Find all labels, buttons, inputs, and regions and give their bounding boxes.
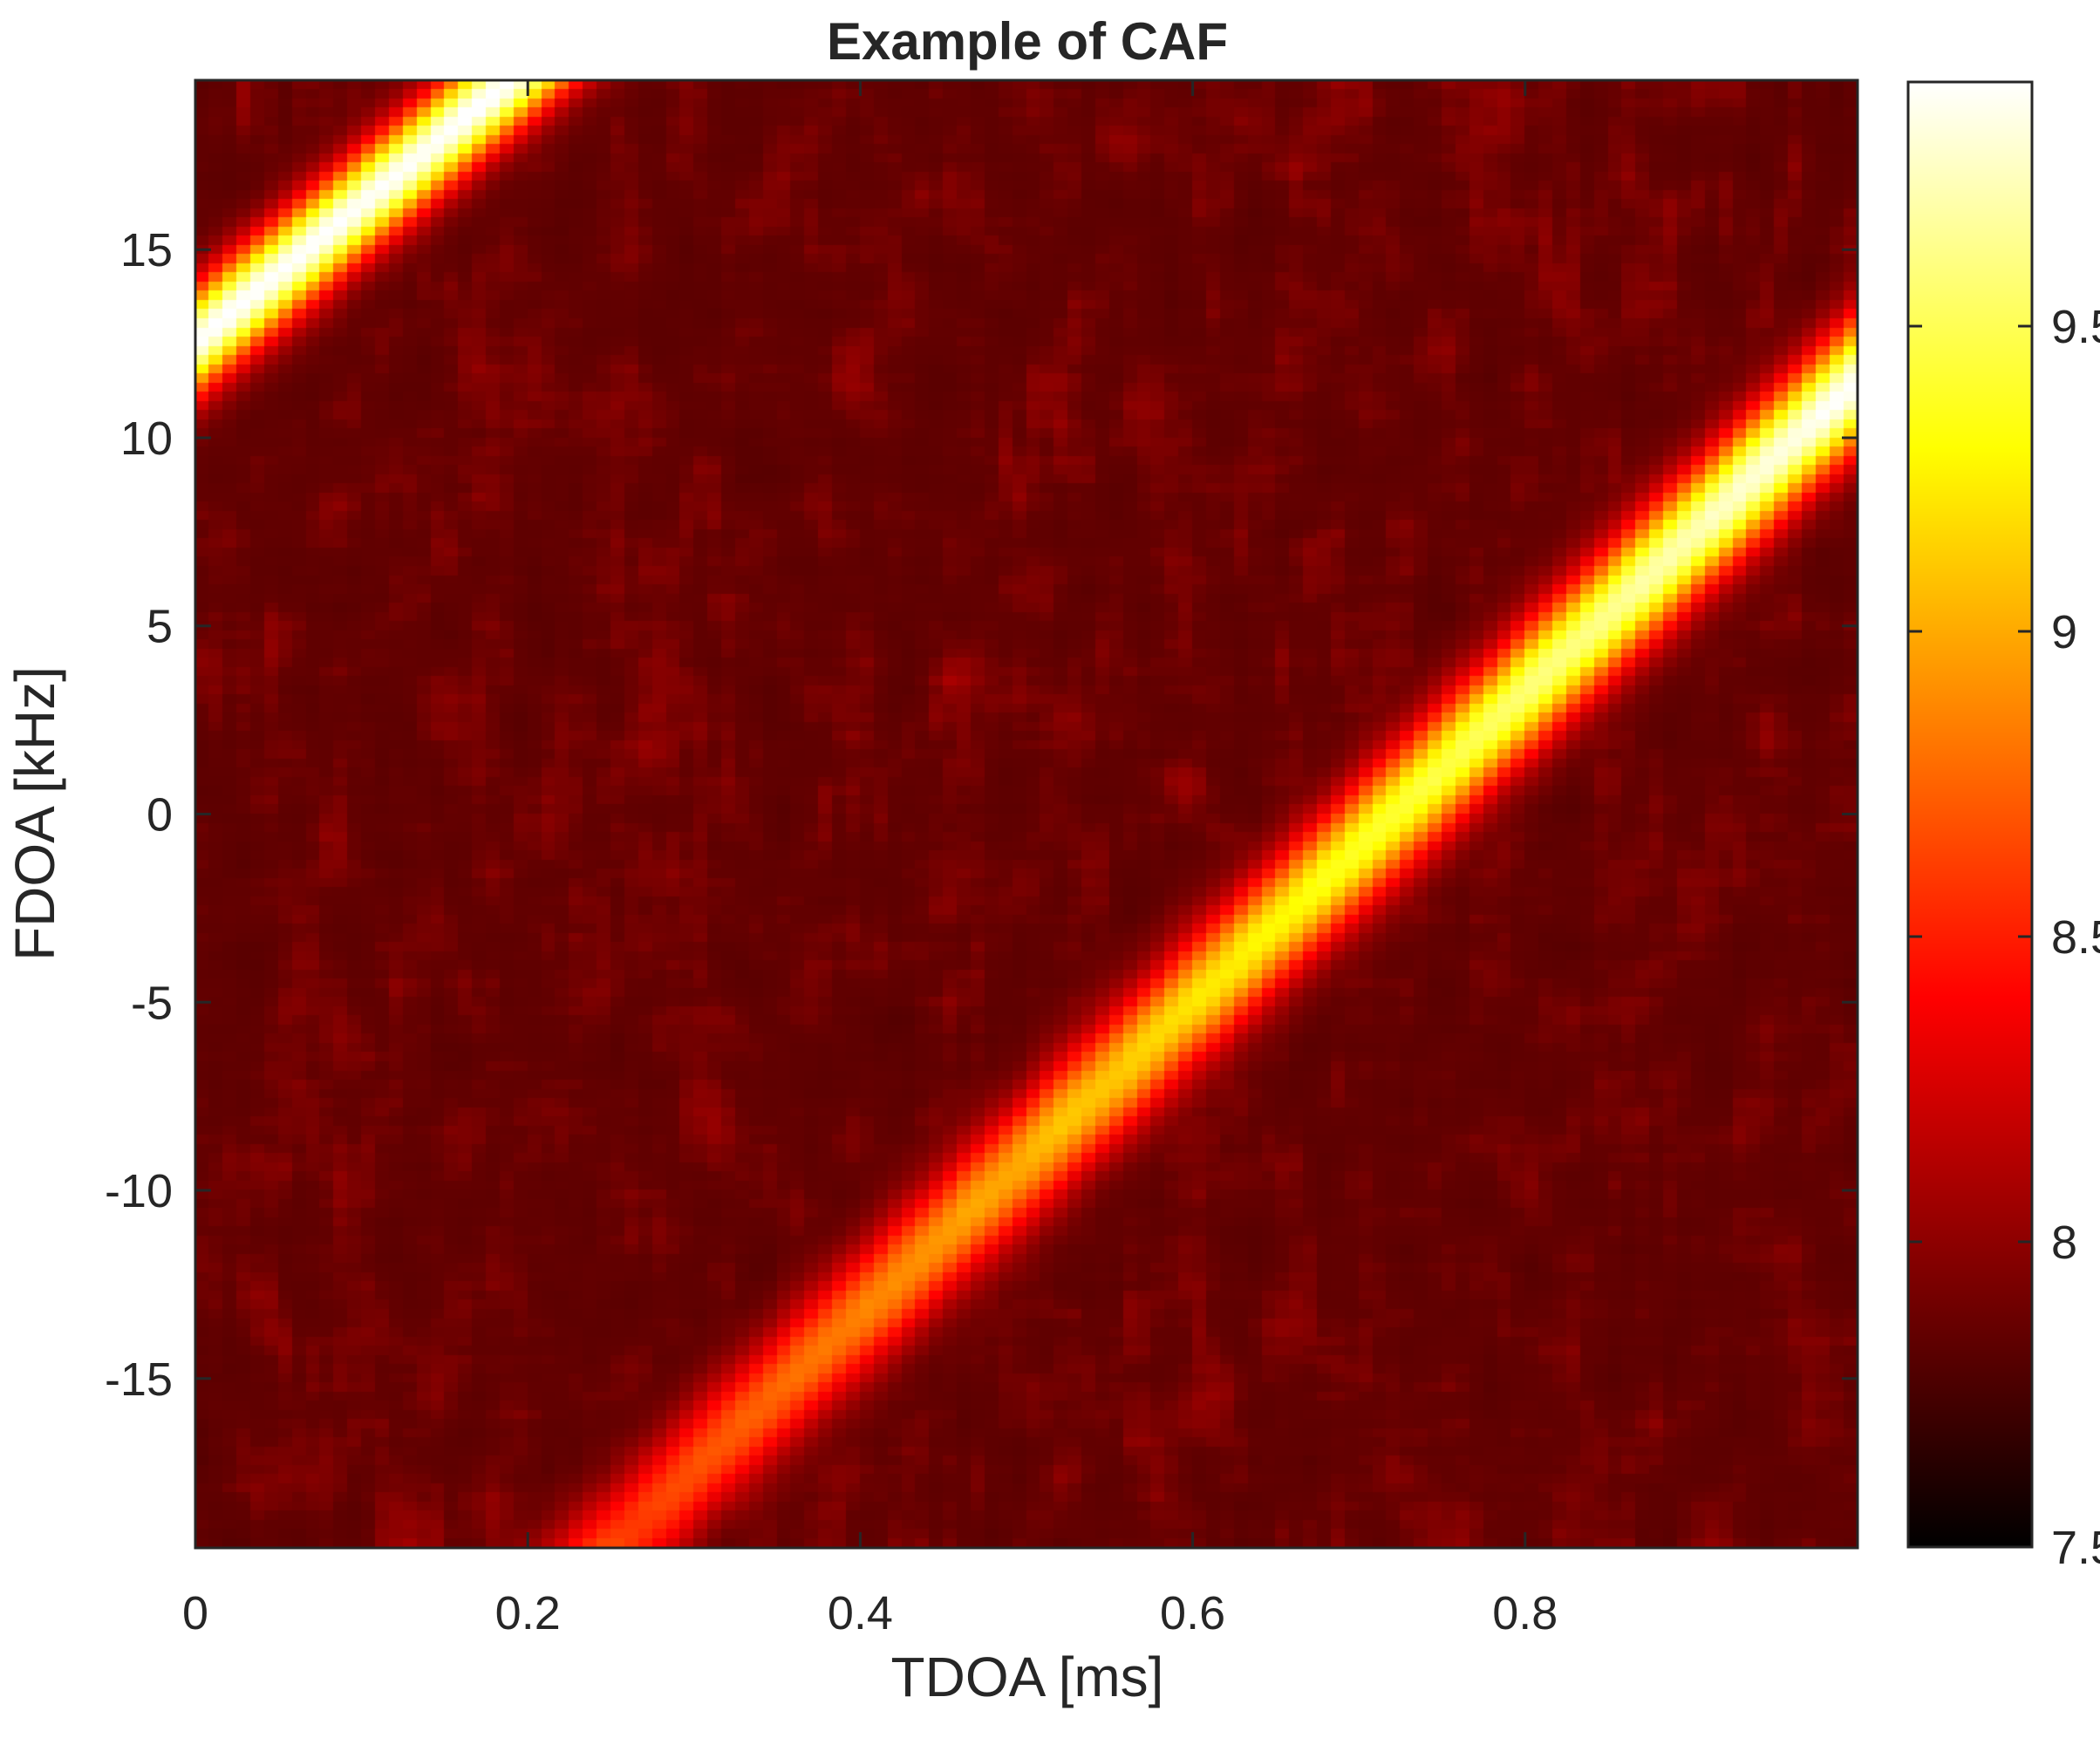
colorbar-gradient bbox=[1906, 80, 2034, 1549]
x-axis-ticks: 0 0.2 0.4 0.6 0.8 bbox=[182, 80, 1558, 1639]
chart-title: Example of CAF bbox=[827, 12, 1228, 71]
y-tick-label: -15 bbox=[105, 1353, 173, 1406]
colorbar-tick-label: 9.5 bbox=[2051, 301, 2100, 353]
heatmap-canvas bbox=[195, 80, 1858, 1548]
y-axis-ticks: 15 10 5 0 -5 -10 -15 bbox=[105, 224, 1858, 1406]
colorbar-tick-label: 9 bbox=[2051, 606, 2077, 658]
heatmap-plot-area bbox=[194, 78, 1859, 1550]
y-tick-label: 0 bbox=[147, 789, 173, 842]
colorbar-ticks: 9.5 9 8.5 8 7.5 bbox=[1908, 301, 2100, 1574]
y-tick-label: 15 bbox=[120, 224, 173, 276]
colorbar-tick-label: 7.5 bbox=[2051, 1522, 2100, 1574]
x-tick-label: 0.6 bbox=[1160, 1587, 1225, 1639]
x-tick-label: 0.8 bbox=[1492, 1587, 1558, 1639]
y-axis-label: FDOA [kHz] bbox=[3, 666, 66, 961]
colorbar: 9.5 9 8.5 8 7.5 bbox=[1906, 80, 2100, 1574]
x-tick-label: 0 bbox=[182, 1587, 208, 1639]
y-tick-label: 10 bbox=[120, 412, 173, 465]
colorbar-tick-label: 8.5 bbox=[2051, 911, 2100, 964]
x-tick-label: 0.4 bbox=[828, 1587, 893, 1639]
y-tick-label: 5 bbox=[147, 601, 173, 653]
y-tick-label: -10 bbox=[105, 1165, 173, 1217]
y-tick-label: -5 bbox=[131, 977, 173, 1029]
colorbar-tick-label: 8 bbox=[2051, 1217, 2077, 1269]
x-axis-label: TDOA [ms] bbox=[891, 1646, 1164, 1708]
x-tick-label: 0.2 bbox=[495, 1587, 561, 1639]
